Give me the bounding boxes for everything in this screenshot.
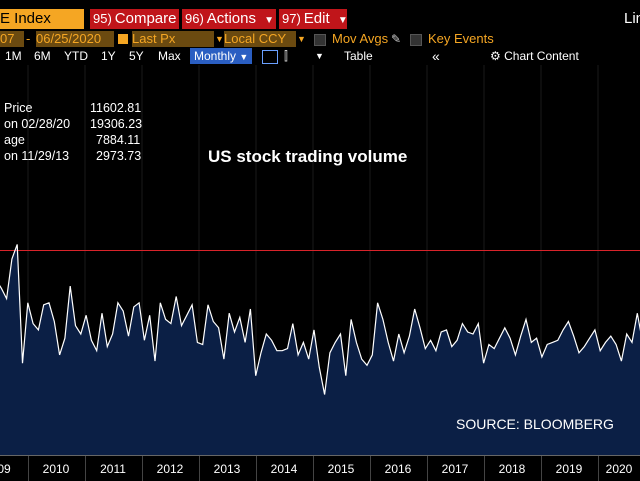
frequency-label: Monthly: [194, 49, 237, 63]
x-tick-label: 2018: [498, 462, 526, 476]
stat-label: Price: [4, 101, 33, 115]
checkbox-icon: [314, 33, 326, 46]
stat-label: age: [4, 133, 25, 147]
table-button[interactable]: Table: [344, 49, 373, 63]
calendar-icon[interactable]: [118, 34, 128, 44]
chart-content-icon: ⚙: [490, 49, 501, 63]
bar-chart-icon[interactable]: ⫿: [284, 49, 288, 63]
actions-label: Actions: [206, 10, 256, 27]
period-max[interactable]: Max: [158, 49, 181, 63]
toolbar-row-1: 95) Compare 96) Actions ▼ 97) Edit ▼ Lin: [84, 9, 640, 29]
mov-avgs-label: Mov Avgs: [332, 31, 389, 46]
x-tick-separator: [199, 456, 200, 481]
x-tick-separator: [256, 456, 257, 481]
price-dropdown-icon[interactable]: ▼: [215, 34, 224, 44]
ticker-label: E Index: [0, 10, 51, 27]
currency-field[interactable]: Local CCY: [224, 31, 296, 47]
x-tick-label: 2015: [327, 462, 355, 476]
period-6m[interactable]: 6M: [34, 49, 51, 63]
actions-num: 96): [185, 11, 204, 26]
right-label[interactable]: Lin: [624, 10, 640, 27]
x-tick-separator: [541, 456, 542, 481]
pencil-icon[interactable]: ✎: [391, 32, 402, 46]
x-tick-label: 2014: [270, 462, 298, 476]
edit-label: Edit: [303, 10, 330, 27]
volume-chart[interactable]: [0, 65, 640, 455]
collapse-icon[interactable]: «: [432, 48, 440, 64]
chart-title: US stock trading volume: [208, 147, 408, 166]
x-tick-label: 2012: [156, 462, 184, 476]
period-1y[interactable]: 1Y: [101, 49, 116, 63]
date-separator: -: [26, 31, 31, 46]
chart-options-dropdown-icon[interactable]: ▼: [315, 51, 324, 61]
period-5y[interactable]: 5Y: [129, 49, 144, 63]
x-tick-separator: [598, 456, 599, 481]
price-field[interactable]: Last Px: [132, 31, 214, 47]
currency-dropdown-icon[interactable]: ▼: [297, 34, 306, 44]
x-axis: 09 2010 2011 2012 2013 2014 2015 2016 2017 2018 20…: [0, 455, 640, 481]
end-date-field[interactable]: 06/25/2020: [36, 31, 114, 47]
stat-value: 2973.73: [96, 149, 142, 163]
x-tick-label: 2019: [555, 462, 583, 476]
frequency-dropdown[interactable]: Monthly ▼: [190, 48, 253, 64]
chevron-down-icon: ▼: [264, 15, 275, 26]
compare-button[interactable]: 95) Compare: [90, 9, 179, 29]
period-1m[interactable]: 1M: [5, 49, 22, 63]
key-events-toggle[interactable]: Key Events: [410, 31, 494, 47]
x-tick-separator: [28, 456, 29, 481]
x-tick-separator: [313, 456, 314, 481]
period-ytd[interactable]: YTD: [64, 49, 88, 63]
stat-value: 19306.23: [90, 117, 143, 131]
x-tick-label: 2017: [441, 462, 469, 476]
stat-label: on 11/29/13: [4, 149, 70, 163]
x-tick-separator: [484, 456, 485, 481]
chart-content-label: Chart Content: [504, 49, 579, 63]
checkbox-icon: [410, 33, 422, 46]
x-tick-label: 2011: [100, 462, 126, 476]
x-tick-separator: [427, 456, 428, 481]
x-tick-separator: [370, 456, 371, 481]
stat-label: on 02/28/20: [4, 117, 71, 131]
stat-value: 7884.11: [96, 133, 141, 147]
toolbar-row-2: 07 - 06/25/2020 Last Px ▼ Local CCY ▼ Mo…: [0, 31, 640, 48]
x-tick-separator: [85, 456, 86, 481]
chevron-down-icon: ▼: [239, 52, 249, 62]
chevron-down-icon: ▼: [337, 15, 348, 26]
key-events-label: Key Events: [428, 31, 494, 46]
line-chart-icon[interactable]: [262, 50, 278, 64]
volume-area: [0, 244, 640, 455]
stat-value: 11602.81: [90, 101, 142, 115]
x-tick-separator: [142, 456, 143, 481]
x-tick-label: 09: [0, 462, 11, 476]
actions-button[interactable]: 96) Actions ▼: [182, 9, 276, 29]
edit-button[interactable]: 97) Edit ▼: [279, 9, 348, 29]
compare-num: 95): [93, 11, 112, 26]
toolbar-row-3: 1M 6M YTD 1Y 5Y Max Monthly ▼ ⫿ ▼ Table …: [0, 48, 640, 65]
ticker-box[interactable]: E Index: [0, 9, 84, 29]
mov-avgs-toggle[interactable]: Mov Avgs: [314, 31, 388, 47]
chart-content-button[interactable]: ⚙ Chart Content: [490, 48, 579, 64]
x-tick-label: 2013: [213, 462, 241, 476]
x-tick-label: 2016: [384, 462, 412, 476]
edit-num: 97): [282, 11, 301, 26]
x-tick-label: 2010: [42, 462, 70, 476]
volume-line: [0, 244, 640, 395]
source-label: SOURCE: BLOOMBERG: [456, 416, 614, 432]
start-date-field[interactable]: 07: [0, 31, 24, 47]
x-tick-label: 2020: [605, 462, 633, 476]
compare-label: Compare: [114, 10, 177, 27]
